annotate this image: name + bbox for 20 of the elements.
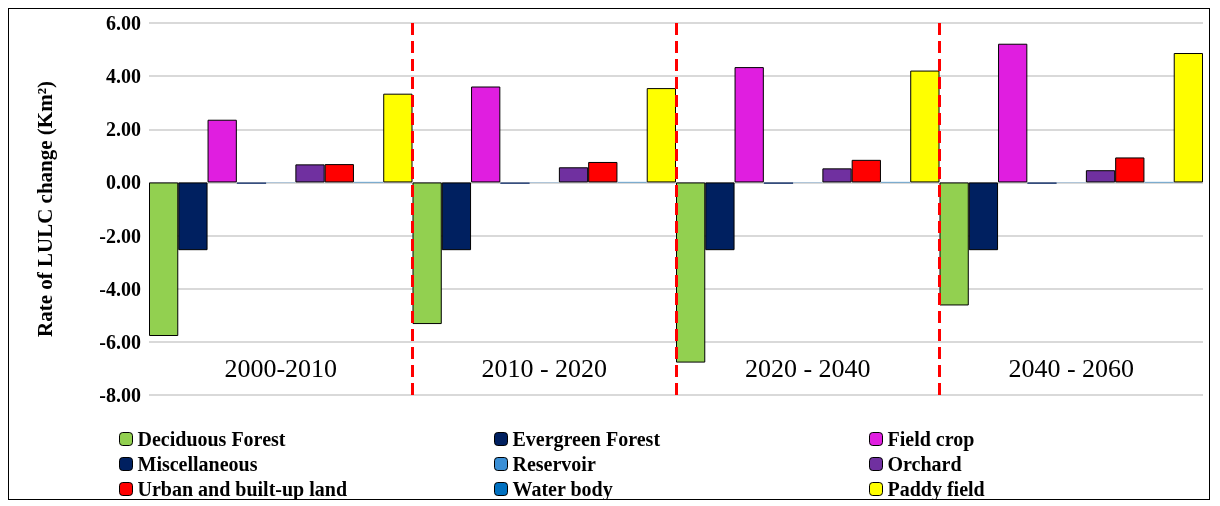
- legend-label: Deciduous Forest: [137, 428, 286, 450]
- legend-label: Evergreen Forest: [512, 428, 661, 451]
- x-tick-label: 2040 - 2060: [1008, 353, 1135, 383]
- y-tick-label: 2.00: [106, 118, 141, 141]
- y-tick-label: 0.00: [106, 171, 141, 194]
- y-axis-title: Rate of LULC change (Km²): [32, 81, 57, 337]
- legend-label: Reservoir: [512, 453, 596, 475]
- y-tick-label: -4.00: [99, 277, 141, 300]
- bar: [1173, 53, 1203, 183]
- y-tick-label: 6.00: [106, 12, 141, 34]
- y-tick-label: -8.00: [99, 384, 141, 406]
- y-tick-label: -2.00: [99, 224, 141, 247]
- y-tick-label: 4.00: [106, 65, 141, 88]
- y-tick-label: -6.00: [99, 330, 141, 353]
- legend-label: Miscellaneous: [137, 453, 258, 475]
- x-tick-label: 2020 - 2040: [744, 353, 871, 383]
- x-tick-label: 2010 - 2020: [481, 353, 608, 383]
- legend-label: Orchard: [887, 453, 962, 475]
- x-tick-label: 2000-2010: [224, 353, 338, 383]
- legend-label: Field crop: [887, 428, 975, 451]
